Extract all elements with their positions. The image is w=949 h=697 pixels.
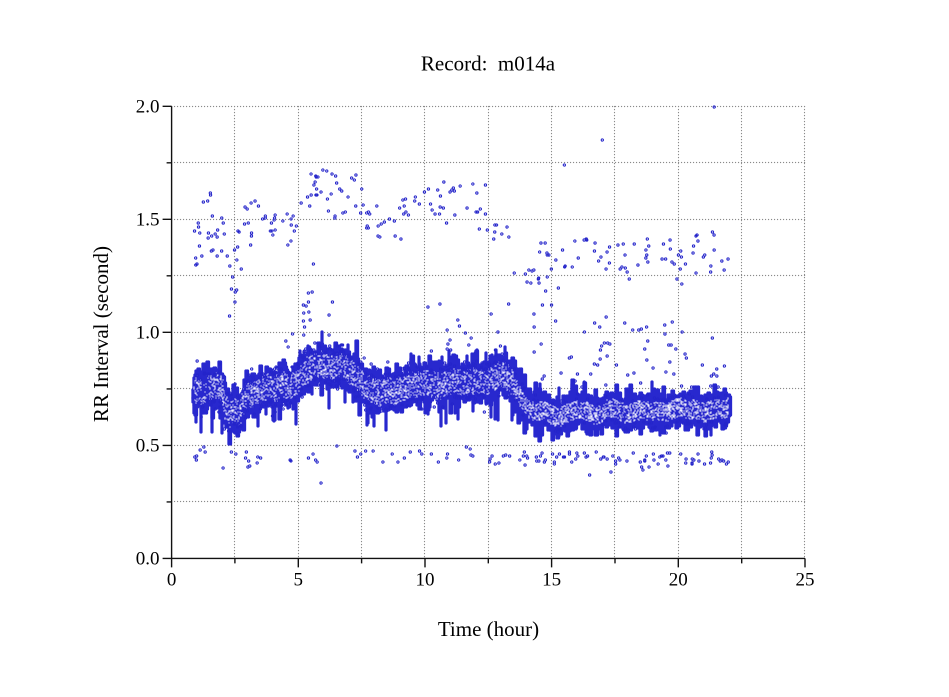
svg-text:Time (hour): Time (hour) bbox=[438, 617, 539, 641]
svg-text:0.5: 0.5 bbox=[136, 436, 160, 457]
svg-text:25: 25 bbox=[796, 570, 815, 591]
svg-text:1.5: 1.5 bbox=[136, 210, 160, 231]
svg-text:0: 0 bbox=[167, 570, 177, 591]
svg-text:RR Interval (second): RR Interval (second) bbox=[89, 246, 113, 422]
svg-text:1.0: 1.0 bbox=[136, 323, 160, 344]
svg-text:5: 5 bbox=[294, 570, 304, 591]
svg-text:Record: m014a: Record: m014a bbox=[421, 52, 556, 76]
svg-text:20: 20 bbox=[669, 570, 688, 591]
svg-text:0.0: 0.0 bbox=[136, 549, 160, 570]
svg-text:15: 15 bbox=[542, 570, 561, 591]
svg-text:2.0: 2.0 bbox=[136, 97, 160, 118]
svg-text:10: 10 bbox=[416, 570, 435, 591]
